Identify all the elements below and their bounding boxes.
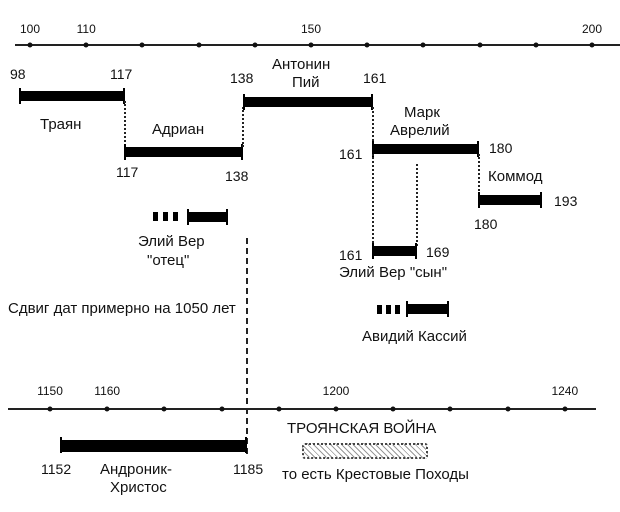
marcus-commodus-connector bbox=[478, 154, 480, 194]
trajan-label: Траян bbox=[40, 116, 82, 133]
aelius-father-dash-3 bbox=[173, 212, 178, 221]
trojan-war-hatched-bar bbox=[302, 443, 428, 459]
bottom-timeline-axis bbox=[8, 408, 596, 410]
antoninus-marcus-connector bbox=[372, 107, 374, 149]
axis-tick bbox=[533, 42, 539, 48]
marcus-reign-bar bbox=[372, 141, 479, 157]
antoninus-end-year: 161 bbox=[363, 70, 387, 86]
hadrian-label: Адриан bbox=[152, 121, 205, 138]
trajan-hadrian-connector bbox=[124, 101, 126, 146]
axis-tick bbox=[252, 42, 258, 48]
marcus-start-year: 161 bbox=[339, 146, 363, 162]
hadrian-end-year: 138 bbox=[225, 168, 249, 184]
axis-tick bbox=[505, 406, 511, 412]
marcus-label-line1: Марк bbox=[404, 104, 440, 121]
axis-tick bbox=[390, 406, 396, 412]
commodus-label: Коммод bbox=[488, 168, 543, 185]
top-timeline-axis bbox=[15, 44, 620, 46]
axis-tick bbox=[161, 406, 167, 412]
andronicus-label-line1: Андроник- bbox=[100, 461, 172, 478]
axis-tick bbox=[276, 406, 282, 412]
axis-tick-label: 150 bbox=[300, 22, 322, 36]
axis-tick-label: 100 bbox=[19, 22, 41, 36]
hadrian-start-year: 117 bbox=[116, 164, 139, 180]
commodus-end-year: 193 bbox=[554, 193, 578, 209]
aelius-son-end-year: 169 bbox=[426, 244, 450, 260]
avidius-bar bbox=[406, 301, 449, 317]
aelius-father-bar bbox=[187, 209, 228, 225]
avidius-dash-2 bbox=[386, 305, 391, 314]
antoninus-label-line2: Пий bbox=[292, 74, 320, 91]
antoninus-start-year: 138 bbox=[230, 70, 254, 86]
hadrian-antoninus-connector bbox=[242, 107, 244, 147]
andronicus-reign-bar bbox=[60, 437, 247, 453]
antoninus-label-line1: Антонин bbox=[272, 56, 331, 73]
axis-tick bbox=[47, 406, 53, 412]
trajan-start-year: 98 bbox=[10, 66, 26, 82]
axis-tick bbox=[104, 406, 110, 412]
aelius-father-label-line1: Элий Вер bbox=[138, 233, 205, 250]
aelius-father-dash-1 bbox=[153, 212, 158, 221]
aelius-son-label: Элий Вер "сын" bbox=[339, 264, 448, 281]
axis-tick bbox=[562, 406, 568, 412]
crusades-label: то есть Крестовые Походы bbox=[282, 466, 469, 483]
axis-tick bbox=[27, 42, 33, 48]
axis-tick-label: 1240 bbox=[551, 384, 579, 398]
aelius-son-bar bbox=[372, 243, 417, 259]
axis-tick bbox=[333, 406, 339, 412]
andronicus-label-line2: Христос bbox=[110, 479, 167, 496]
marcus-label-line2: Аврелий bbox=[390, 122, 450, 139]
commodus-start-year: 180 bbox=[474, 216, 498, 232]
avidius-dash-3 bbox=[395, 305, 400, 314]
axis-tick bbox=[308, 42, 314, 48]
date-shift-label: Сдвиг дат примерно на 1050 лет bbox=[8, 300, 236, 317]
axis-tick-label: 200 bbox=[581, 22, 603, 36]
axis-tick bbox=[364, 42, 370, 48]
aelius-father-dash-2 bbox=[163, 212, 168, 221]
axis-tick bbox=[196, 42, 202, 48]
trajan-end-year: 117 bbox=[110, 66, 133, 82]
axis-tick-label: 1150 bbox=[37, 384, 63, 398]
trojan-war-label: ТРОЯНСКАЯ ВОЙНА bbox=[287, 420, 437, 437]
antoninus-reign-bar bbox=[243, 94, 373, 110]
hadrian-reign-bar bbox=[124, 144, 243, 160]
avidius-dash-1 bbox=[377, 305, 382, 314]
axis-tick-label: 1160 bbox=[94, 384, 121, 398]
axis-tick bbox=[83, 42, 89, 48]
axis-tick bbox=[420, 42, 426, 48]
axis-tick bbox=[139, 42, 145, 48]
andronicus-start-year: 1152 bbox=[41, 461, 72, 477]
trajan-reign-bar bbox=[19, 88, 125, 104]
axis-tick-label: 1200 bbox=[322, 384, 350, 398]
aelius-father-label-line2: "отец" bbox=[147, 252, 190, 269]
axis-tick-label: 110 bbox=[76, 22, 96, 36]
axis-tick bbox=[589, 42, 595, 48]
avidius-label: Авидий Кассий bbox=[362, 328, 467, 345]
marcus-end-year: 180 bbox=[489, 140, 513, 156]
axis-tick bbox=[219, 406, 225, 412]
son-end-connector bbox=[416, 164, 418, 246]
aelius-son-start-year: 161 bbox=[339, 247, 363, 263]
andronicus-end-year: 1185 bbox=[233, 461, 264, 477]
commodus-reign-bar bbox=[478, 192, 542, 208]
marcus-son-start-connector bbox=[372, 154, 374, 246]
axis-tick bbox=[477, 42, 483, 48]
date-shift-dashed-line bbox=[246, 238, 248, 454]
axis-tick bbox=[447, 406, 453, 412]
